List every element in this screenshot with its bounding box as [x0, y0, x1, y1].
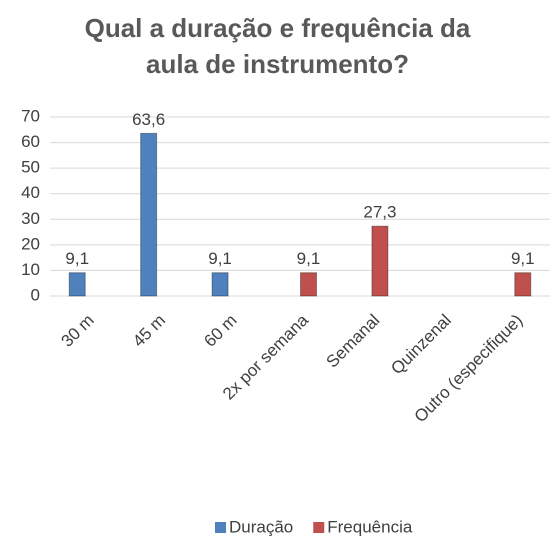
y-tick-label: 40: [21, 183, 40, 202]
y-tick-label: 0: [31, 285, 40, 304]
bar: [371, 225, 389, 297]
data-label: 9,1: [297, 249, 321, 268]
y-tick-label: 10: [21, 260, 40, 279]
y-tick-label: 70: [21, 106, 40, 125]
y-tick-label: 20: [21, 234, 40, 253]
bar: [300, 272, 317, 297]
y-tick-label: 30: [21, 209, 40, 228]
x-tick-label: Semanal: [323, 311, 384, 372]
bar: [514, 272, 532, 297]
data-label: 27,3: [363, 203, 396, 222]
x-tick-label: 45 m: [129, 311, 169, 351]
legend-swatch: [313, 522, 325, 533]
chart-title: Qual a duração e frequência da aula de i…: [84, 13, 471, 79]
bar: [211, 272, 229, 297]
legend-label: Duração: [229, 517, 293, 536]
y-tick-label: 50: [21, 158, 40, 177]
data-label: 63,6: [132, 110, 165, 129]
data-label: 9,1: [511, 249, 535, 268]
bar: [68, 272, 86, 297]
data-label: 9,1: [208, 249, 232, 268]
y-tick-label: 60: [21, 132, 40, 151]
legend-swatch: [215, 522, 226, 533]
x-tick-label: 60 m: [200, 311, 240, 351]
x-tick-label: 30 m: [58, 311, 98, 351]
bar: [140, 132, 158, 297]
legend-label: Frequência: [327, 517, 413, 536]
data-label: 9,1: [65, 249, 89, 268]
x-tick-label: Quinzenal: [387, 311, 455, 379]
